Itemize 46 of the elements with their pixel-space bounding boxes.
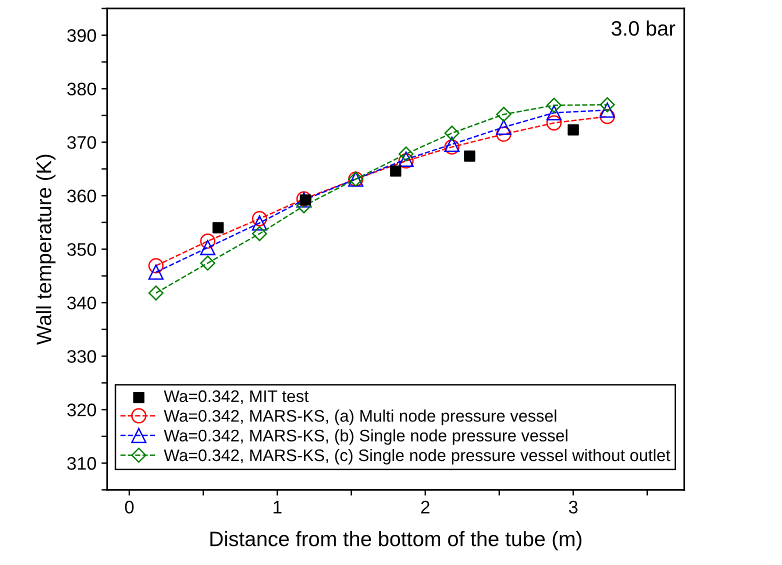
legend-label: Wa=0.342, MIT test [164,390,309,404]
point [200,256,216,271]
x-tick-label: 1 [274,500,282,514]
point [496,106,512,122]
y-tick-label: 340 [67,296,96,310]
x-tick-label: 0 [125,500,134,514]
point [600,108,615,124]
point [398,146,414,162]
point [546,98,562,113]
point [546,115,562,131]
point [390,165,402,177]
y-tick-label: 350 [67,243,96,256]
point [444,139,460,155]
y-tick-label: 330 [67,350,96,363]
y-tick-label: 380 [67,82,96,96]
point [200,234,216,249]
legend-label: Wa=0.342, MARS-KS, (b) Single node pressure vessel [164,429,568,445]
point [464,150,476,162]
y-tick-label: 370 [67,136,96,149]
point [252,215,268,231]
y-tick-label: 360 [67,190,96,202]
point [444,126,460,141]
point [252,226,268,242]
legend-label: Wa=0.342, MARS-KS, (a) Multi node pressure vessel [164,410,556,426]
point [200,240,216,256]
point [148,264,164,280]
y-axis-title: Wall temperature (K) [36,154,56,345]
legend-label: Wa=0.342, MARS-KS, (c) Single node pressure vessel without outlet [164,448,670,464]
x-tick-label: 3 [568,500,578,514]
y-tick-label: 320 [67,404,96,416]
point [496,126,512,142]
point [600,97,615,112]
x-axis-title: Distance from the bottom of the tube (m) [210,530,582,550]
point [568,124,579,136]
point [148,285,164,301]
point [148,258,164,274]
y-tick-label: 390 [67,29,96,42]
point [496,120,512,135]
annotation: 3.0 bar [612,20,676,36]
point [600,102,615,118]
point [212,222,224,234]
x-tick-label: 2 [421,500,430,514]
point [252,211,268,226]
y-tick-label: 310 [67,457,96,470]
point [444,136,460,152]
point [546,105,562,120]
